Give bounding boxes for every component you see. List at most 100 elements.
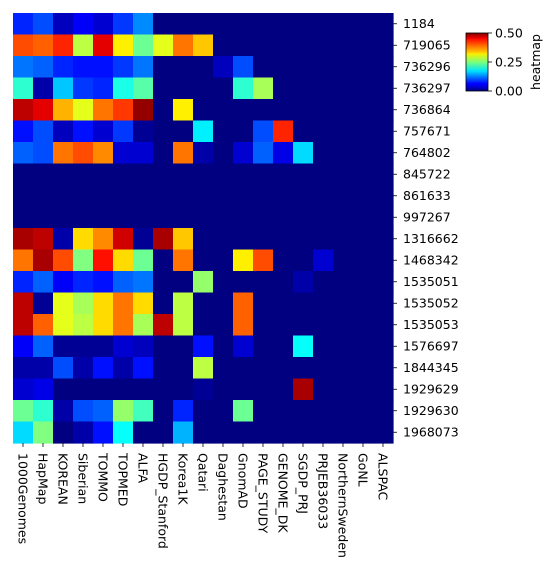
heatmap-cell	[13, 314, 34, 337]
x-tick-label: Korea1K	[176, 453, 191, 505]
heatmap-cell	[273, 163, 294, 186]
heatmap-cell	[353, 163, 374, 186]
heatmap-cell	[253, 314, 274, 337]
y-tick-label: 1929629	[403, 381, 459, 396]
heatmap-cell	[133, 99, 154, 122]
heatmap-cell	[353, 120, 374, 143]
heatmap-cell	[253, 142, 274, 165]
heatmap-cell	[273, 335, 294, 358]
heatmap-cell	[153, 142, 174, 165]
heatmap-cell	[173, 13, 194, 36]
heatmap-cell	[173, 77, 194, 100]
y-tick-label: 1929630	[403, 403, 459, 418]
heatmap-cell	[213, 357, 234, 380]
heatmap-cell	[233, 163, 254, 186]
heatmap-cell	[53, 271, 74, 294]
heatmap-cell	[213, 378, 234, 401]
heatmap-cell	[153, 228, 174, 251]
heatmap-cell	[173, 400, 194, 423]
colorbar: 0.00 0.25 0.50 heatmap	[465, 26, 543, 99]
heatmap-cell	[73, 228, 94, 251]
colorbar-tick-label: 0.00	[495, 84, 523, 99]
heatmap-cell	[293, 206, 314, 229]
heatmap-cell	[33, 400, 54, 423]
heatmap-cell	[353, 185, 374, 208]
heatmap-cell	[253, 357, 274, 380]
heatmap-cell	[53, 335, 74, 358]
heatmap-cell	[173, 271, 194, 294]
heatmap-cell	[373, 206, 394, 229]
heatmap-cell	[93, 357, 114, 380]
x-tick-label: GENOME_DK	[276, 453, 291, 533]
x-tick-label: GoNL	[356, 453, 371, 487]
heatmap-cell	[93, 314, 114, 337]
heatmap-cell	[73, 56, 94, 79]
heatmap-cell	[273, 292, 294, 315]
heatmap-cell	[193, 185, 214, 208]
heatmap-cell	[313, 13, 334, 36]
heatmap-cell	[53, 185, 74, 208]
heatmap-cell	[333, 13, 354, 36]
heatmap-cell	[193, 142, 214, 165]
heatmap-cell	[273, 228, 294, 251]
heatmap-cell	[213, 77, 234, 100]
heatmap-cell	[293, 421, 314, 444]
heatmap-cell	[353, 13, 374, 36]
heatmap-cell	[13, 335, 34, 358]
heatmap-cell	[173, 357, 194, 380]
heatmap-cell	[113, 271, 134, 294]
heatmap-cell	[73, 335, 94, 358]
x-tick-label: ALSPAC	[376, 453, 391, 501]
heatmap-cell	[213, 271, 234, 294]
heatmap-cell	[293, 120, 314, 143]
heatmap-cell	[253, 163, 274, 186]
y-tick-label: 845722	[403, 166, 451, 181]
heatmap-cell	[153, 206, 174, 229]
heatmap-cell	[93, 99, 114, 122]
heatmap-cell	[153, 357, 174, 380]
heatmap-cell	[293, 142, 314, 165]
heatmap-cell	[313, 34, 334, 57]
heatmap-cell	[73, 13, 94, 36]
heatmap-cell	[193, 163, 214, 186]
heatmap-cell	[153, 271, 174, 294]
heatmap-cell	[153, 400, 174, 423]
heatmap-cell	[213, 142, 234, 165]
colorbar-label: heatmap	[528, 34, 543, 90]
heatmap-cell	[73, 99, 94, 122]
colorbar-gradient	[466, 33, 488, 91]
y-tick-label: 1535051	[403, 274, 459, 289]
heatmap-cell	[193, 13, 214, 36]
heatmap-cell	[13, 99, 34, 122]
heatmap-cell	[233, 314, 254, 337]
heatmap-cell	[213, 400, 234, 423]
heatmap-cell	[113, 421, 134, 444]
heatmap-cell	[213, 228, 234, 251]
heatmap-cell	[253, 185, 274, 208]
heatmap-cell	[213, 163, 234, 186]
heatmap-cell	[133, 142, 154, 165]
heatmap-cell	[273, 185, 294, 208]
heatmap-cell	[153, 335, 174, 358]
heatmap-cell	[213, 249, 234, 272]
heatmap-cell	[173, 206, 194, 229]
y-tick-label: 997267	[403, 209, 451, 224]
heatmap-cell	[13, 378, 34, 401]
heatmap-cell	[93, 249, 114, 272]
heatmap-cell	[93, 378, 114, 401]
heatmap-cell	[273, 13, 294, 36]
heatmap-cell	[293, 56, 314, 79]
heatmap-cell	[173, 185, 194, 208]
heatmap-cell	[113, 206, 134, 229]
heatmap-cell	[233, 120, 254, 143]
y-tick-label: 1844345	[403, 360, 459, 375]
heatmap-cell	[53, 400, 74, 423]
heatmap-cell	[233, 99, 254, 122]
heatmap-cell	[313, 357, 334, 380]
heatmap-cell	[353, 56, 374, 79]
heatmap-cell	[173, 99, 194, 122]
heatmap-cell	[53, 421, 74, 444]
heatmap-cell	[233, 206, 254, 229]
heatmap-cell	[33, 142, 54, 165]
x-tick-label: GnomAD	[236, 453, 251, 509]
